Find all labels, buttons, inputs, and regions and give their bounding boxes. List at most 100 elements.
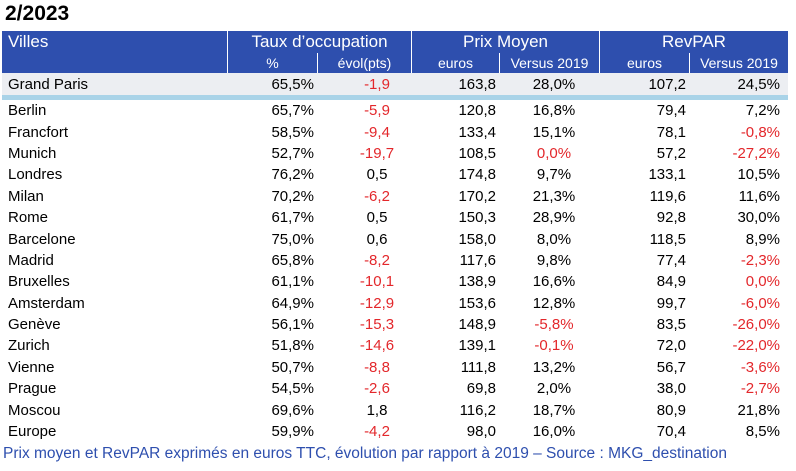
cell-revpar-vs-2019: 8,9%	[745, 230, 780, 248]
cell-revpar-vs-2019: -2,3%	[740, 251, 780, 269]
subheader-occupancy-pct: %	[228, 53, 318, 73]
cell-revpar: 77,4	[656, 251, 686, 269]
city-name: Berlin	[8, 102, 47, 120]
cell-price-vs-2019: 13,2%	[532, 358, 576, 376]
cell-price-vs-2019: 0,0%	[536, 144, 572, 162]
cell-price-vs-2019: -0,1%	[534, 337, 574, 355]
cell-occupancy: 59,9%	[271, 423, 314, 441]
cell-occupancy-change: -1,9	[364, 75, 390, 93]
table-row: Rome 61,7% 0,5 150,3 28,9% 92,8 30,0%	[2, 207, 788, 228]
cell-occupancy: 70,2%	[271, 187, 314, 205]
subheader-revpar-euros: euros	[600, 53, 690, 73]
cell-occupancy: 75,0%	[271, 230, 314, 248]
subheader-price-euros: euros	[412, 53, 500, 73]
city-name: Rome	[8, 209, 49, 227]
cell-price: 138,9	[458, 273, 496, 291]
cell-price: 117,6	[459, 251, 496, 269]
cell-occupancy-change: -5,9	[364, 102, 390, 120]
cell-price-vs-2019: -5,8%	[534, 316, 574, 334]
cell-price-vs-2019: 15,1%	[532, 123, 576, 141]
cell-price: 170,2	[458, 187, 496, 205]
city-name: Londres	[8, 166, 63, 184]
city-name: Madrid	[8, 251, 54, 269]
table-body: Berlin 65,7% -5,9 120,8 16,8% 79,4 7,2% …	[2, 100, 788, 442]
cell-revpar-vs-2019: -27,2%	[732, 144, 780, 162]
cell-price: 116,2	[459, 401, 496, 419]
cell-revpar: 57,2	[656, 144, 686, 162]
cell-price: 148,9	[458, 316, 496, 334]
city-name: Vienne	[8, 358, 55, 376]
cell-price: 153,6	[458, 294, 496, 312]
cell-price: 150,3	[458, 209, 496, 227]
table-row: Genève 56,1% -15,3 148,9 -5,8% 83,5 -26,…	[2, 314, 788, 335]
city-name: Barcelone	[8, 230, 76, 248]
row-separator	[2, 95, 788, 100]
cell-price-vs-2019: 16,8%	[532, 102, 576, 120]
cell-occupancy: 51,8%	[271, 337, 314, 355]
cell-revpar: 80,9	[656, 401, 686, 419]
cell-occupancy-change: -14,6	[359, 337, 395, 355]
city-name: Milan	[8, 187, 44, 205]
city-name: Zurich	[8, 337, 50, 355]
subheader-revpar-vs-2019: Versus 2019	[700, 55, 778, 71]
city-name: Genève	[8, 316, 61, 334]
cell-occupancy-change: 0,5	[366, 209, 388, 227]
city-name: Bruxelles	[8, 273, 70, 291]
table-row: Barcelone 75,0% 0,6 158,0 8,0% 118,5 8,9…	[2, 228, 788, 249]
page-title: 2/2023	[5, 2, 70, 25]
cell-price: 69,8	[466, 380, 496, 398]
cell-revpar-vs-2019: 8,5%	[745, 423, 780, 441]
cell-revpar-vs-2019: -22,0%	[732, 337, 780, 355]
cell-revpar: 38,0	[656, 380, 686, 398]
cell-price-vs-2019: 8,0%	[536, 230, 572, 248]
cell-occupancy-change: -15,3	[359, 316, 395, 334]
table-row: Amsterdam 64,9% -12,9 153,6 12,8% 99,7 -…	[2, 293, 788, 314]
header-occupancy: Taux d’occupation	[228, 31, 412, 53]
table-row: Berlin 65,7% -5,9 120,8 16,8% 79,4 7,2%	[2, 100, 788, 121]
cell-revpar-vs-2019: -3,6%	[740, 358, 780, 376]
cell-revpar-vs-2019: -26,0%	[732, 316, 780, 334]
cell-occupancy-change: -6,2	[364, 187, 390, 205]
cell-price-vs-2019: 16,0%	[532, 423, 576, 441]
cell-price-vs-2019: 12,8%	[532, 294, 576, 312]
table-row: Vienne 50,7% -8,8 111,8 13,2% 56,7 -3,6%	[2, 357, 788, 378]
cell-occupancy: 76,2%	[271, 166, 314, 184]
city-name: Grand Paris	[8, 75, 89, 93]
cell-revpar: 118,5	[649, 230, 686, 248]
cell-revpar: 84,9	[656, 273, 686, 291]
table-row: Munich 52,7% -19,7 108,5 0,0% 57,2 -27,2…	[2, 143, 788, 164]
subheader-occupancy-change: évol(pts)	[318, 53, 412, 73]
cell-occupancy-change: -8,2	[364, 251, 390, 269]
cell-occupancy: 65,5%	[271, 75, 314, 93]
cell-revpar: 133,1	[648, 166, 686, 184]
table-row: Milan 70,2% -6,2 170,2 21,3% 119,6 11,6%	[2, 186, 788, 207]
header-revpar: RevPAR	[662, 32, 726, 51]
cell-price: 174,8	[458, 166, 496, 184]
cell-price: 139,1	[458, 337, 496, 355]
cell-revpar: 119,6	[649, 187, 686, 205]
table-row: Londres 76,2% 0,5 174,8 9,7% 133,1 10,5%	[2, 164, 788, 185]
cell-occupancy: 52,7%	[271, 144, 314, 162]
table-row: Francfort 58,5% -9,4 133,4 15,1% 78,1 -0…	[2, 121, 788, 142]
cell-occupancy-change: -12,9	[359, 294, 395, 312]
cell-occupancy: 50,7%	[271, 358, 314, 376]
cell-occupancy-change: -4,2	[364, 423, 390, 441]
city-name: Prague	[8, 380, 57, 398]
table-row: Moscou 69,6% 1,8 116,2 18,7% 80,9 21,8%	[2, 399, 788, 420]
city-name: Amsterdam	[8, 294, 85, 312]
cell-price: 163,8	[458, 75, 496, 93]
cell-occupancy: 69,6%	[271, 401, 314, 419]
cell-occupancy-change: -8,8	[364, 358, 390, 376]
cell-occupancy-change: 0,5	[366, 166, 388, 184]
cell-price: 120,8	[458, 102, 496, 120]
cell-occupancy: 64,9%	[271, 294, 314, 312]
cell-occupancy-change: -10,1	[359, 273, 395, 291]
cell-occupancy-change: 1,8	[366, 401, 388, 419]
cell-revpar-vs-2019: -0,8%	[740, 123, 780, 141]
cell-revpar: 78,1	[656, 123, 686, 141]
cell-revpar: 83,5	[656, 316, 686, 334]
source-footnote: Prix moyen et RevPAR exprimés en euros T…	[3, 445, 727, 462]
cell-price-vs-2019: 21,3%	[532, 187, 576, 205]
cell-occupancy: 54,5%	[271, 380, 314, 398]
cell-price: 108,5	[458, 144, 496, 162]
